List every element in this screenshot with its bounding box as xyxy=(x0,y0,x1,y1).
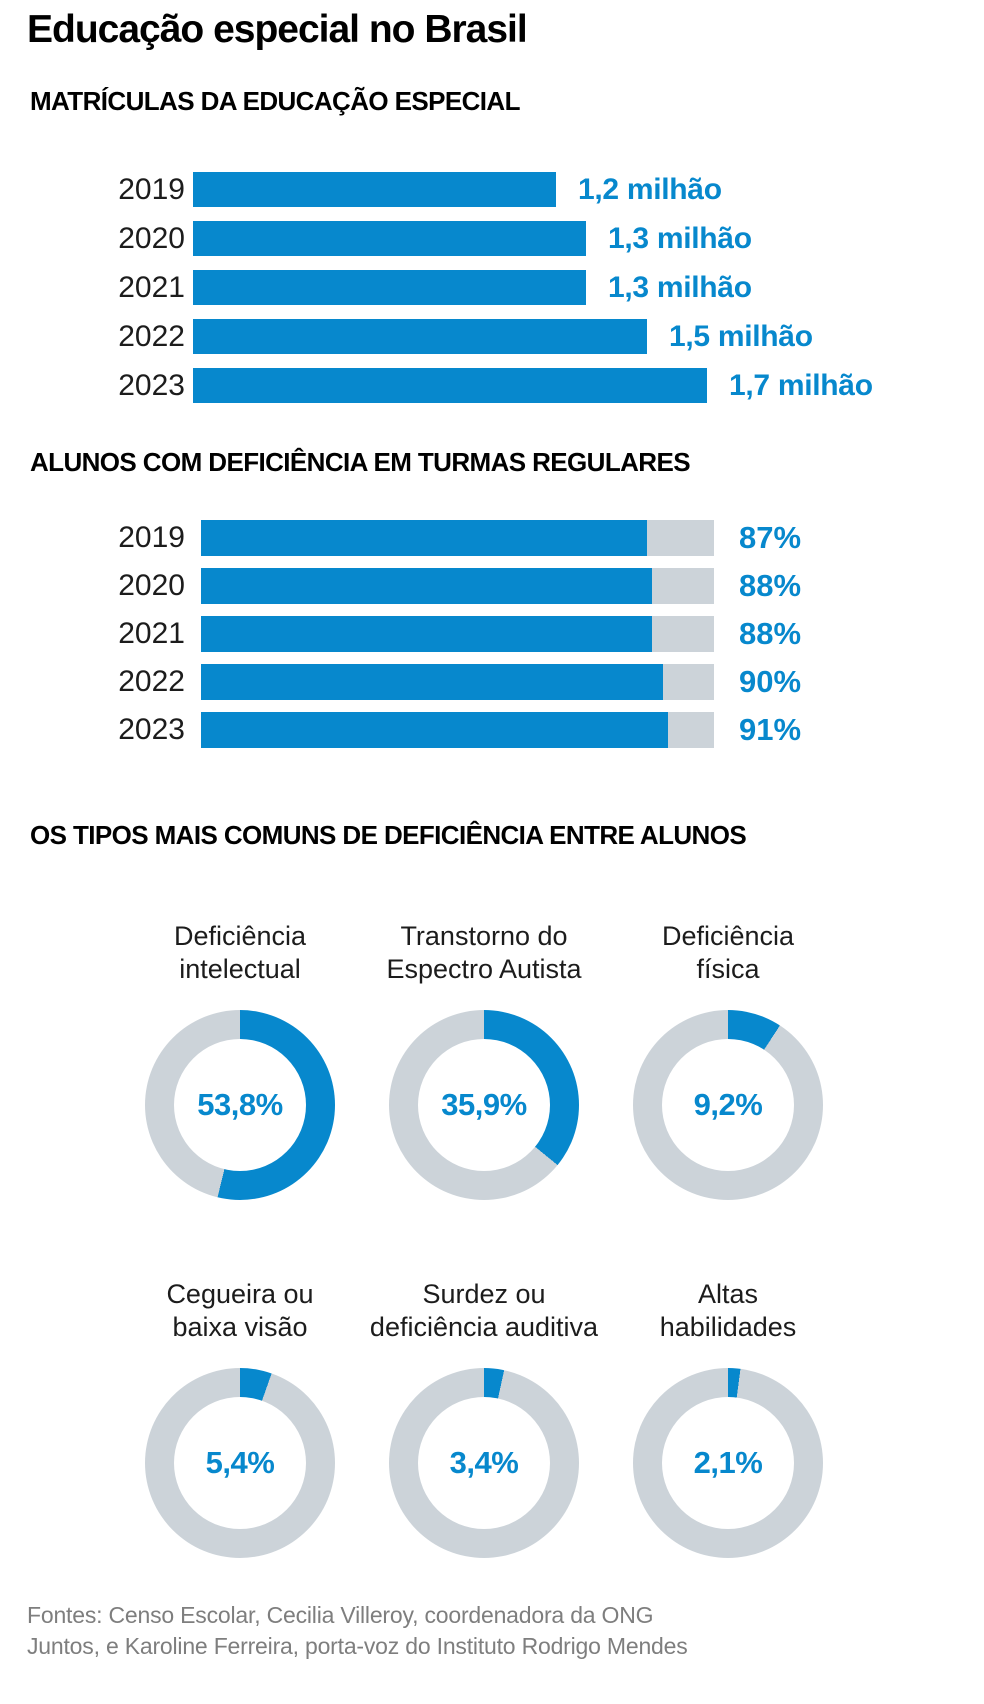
year-label: 2023 xyxy=(118,713,185,746)
percent-fill xyxy=(201,712,668,748)
enrollment-bar-row: 2020 1,3 milhão xyxy=(0,221,984,256)
inclusion-bar-row: 2019 87% xyxy=(0,520,984,556)
enrollment-bar-chart: 2019 1,2 milhão 2020 1,3 milhão 2021 1,3… xyxy=(0,172,984,403)
percent-fill xyxy=(201,520,648,556)
enrollment-value-label: 1,5 milhão xyxy=(669,319,813,353)
donut-hole: 9,2% xyxy=(662,1039,794,1171)
percent-fill xyxy=(201,616,653,652)
enrollment-bar-row: 2021 1,3 milhão xyxy=(0,270,984,305)
donut-label-line-2: intelectual xyxy=(179,954,301,984)
inclusion-bar-row: 2020 88% xyxy=(0,568,984,604)
donut-hole: 2,1% xyxy=(662,1397,794,1529)
donut-ring: 2,1% xyxy=(633,1368,823,1558)
year-label: 2019 xyxy=(118,172,185,206)
donut-ring: 35,9% xyxy=(389,1010,579,1200)
donut-label-line-1: Cegueira ou xyxy=(166,1279,314,1309)
donut-cell: Cegueira ou baixa visão 5,4% xyxy=(118,1278,362,1558)
inclusion-percent-bar-chart: 2019 87% 2020 88% 2021 88% 2022 90% 2023… xyxy=(0,520,984,748)
enrollment-bar-row: 2022 1,5 milhão xyxy=(0,319,984,354)
percent-track xyxy=(201,664,714,700)
percent-track xyxy=(201,568,714,604)
donut-hole: 5,4% xyxy=(174,1397,306,1529)
donut-ring: 53,8% xyxy=(145,1010,335,1200)
donut-percent-value: 5,4% xyxy=(205,1445,275,1480)
percent-track xyxy=(201,616,714,652)
donut-ring: 9,2% xyxy=(633,1010,823,1200)
donut-label-line-2: deficiência auditiva xyxy=(369,1312,599,1342)
sources-footer: Fontes: Censo Escolar, Cecilia Villeroy,… xyxy=(27,1600,984,1662)
enrollment-bar xyxy=(193,172,556,207)
year-label: 2022 xyxy=(118,665,185,698)
donut-label-line-1: Altas xyxy=(697,1279,758,1309)
inclusion-bar-row: 2023 91% xyxy=(0,712,984,748)
donut-label-line-2: habilidades xyxy=(659,1312,797,1342)
donut-category-label: Surdez ou deficiência auditiva xyxy=(370,1278,598,1344)
donut-cell: Deficiência intelectual 53,8% xyxy=(118,920,362,1200)
donut-ring: 3,4% xyxy=(389,1368,579,1558)
donut-label-line-2: Espectro Autista xyxy=(386,954,582,984)
enrollment-value-label: 1,7 milhão xyxy=(729,368,873,402)
section-title-tipos-deficiencia: OS TIPOS MAIS COMUNS DE DEFICIÊNCIA ENTR… xyxy=(30,820,747,850)
donut-label-line-2: baixa visão xyxy=(172,1312,308,1342)
enrollment-bar xyxy=(193,270,586,305)
percent-track xyxy=(201,712,714,748)
donut-hole: 53,8% xyxy=(174,1039,306,1171)
donut-category-label: Deficiência física xyxy=(662,920,794,986)
enrollment-value-label: 1,3 milhão xyxy=(608,270,752,304)
enrollment-bar-row: 2023 1,7 milhão xyxy=(0,368,984,403)
donut-cell: Surdez ou deficiência auditiva 3,4% xyxy=(362,1278,606,1558)
sources-line-2: Juntos, e Karoline Ferreira, porta-voz d… xyxy=(27,1633,688,1659)
donut-cell: Altas habilidades 2,1% xyxy=(606,1278,850,1558)
section-title-turmas-regulares: ALUNOS COM DEFICIÊNCIA EM TURMAS REGULAR… xyxy=(30,447,691,477)
donut-label-line-1: Transtorno do xyxy=(400,921,568,951)
donut-category-label: Deficiência intelectual xyxy=(174,920,306,986)
section-title-matriculas: MATRÍCULAS DA EDUCAÇÃO ESPECIAL xyxy=(30,86,520,116)
year-label: 2019 xyxy=(118,521,185,554)
donut-percent-value: 35,9% xyxy=(441,1087,527,1122)
year-label: 2020 xyxy=(118,569,185,602)
enrollment-bar xyxy=(193,221,586,256)
donut-category-label: Transtorno do Espectro Autista xyxy=(386,920,581,986)
enrollment-value-label: 1,3 milhão xyxy=(608,221,752,255)
donut-hole: 3,4% xyxy=(418,1397,550,1529)
donut-percent-value: 9,2% xyxy=(693,1087,763,1122)
percent-value-label: 87% xyxy=(739,520,802,555)
donut-label-line-1: Surdez ou xyxy=(422,1279,546,1309)
donut-label-line-1: Deficiência xyxy=(661,921,795,951)
donut-category-label: Cegueira ou baixa visão xyxy=(166,1278,313,1344)
enrollment-bar-row: 2019 1,2 milhão xyxy=(0,172,984,207)
percent-track xyxy=(201,520,714,556)
sources-line-1: Fontes: Censo Escolar, Cecilia Villeroy,… xyxy=(27,1602,654,1628)
year-label: 2020 xyxy=(118,221,185,255)
donut-percent-value: 53,8% xyxy=(197,1087,283,1122)
donut-cell: Transtorno do Espectro Autista 35,9% xyxy=(362,920,606,1200)
enrollment-bar xyxy=(193,319,647,354)
percent-value-label: 90% xyxy=(739,664,802,699)
enrollment-value-label: 1,2 milhão xyxy=(578,172,722,206)
percent-fill xyxy=(201,664,663,700)
year-label: 2022 xyxy=(118,319,185,353)
donut-percent-value: 2,1% xyxy=(693,1445,763,1480)
year-label: 2021 xyxy=(118,617,185,650)
year-label: 2023 xyxy=(118,368,185,402)
page-title: Educação especial no Brasil xyxy=(27,8,528,51)
enrollment-bar xyxy=(193,368,707,403)
donut-category-label: Altas habilidades xyxy=(660,1278,797,1344)
inclusion-bar-row: 2021 88% xyxy=(0,616,984,652)
donut-percent-value: 3,4% xyxy=(449,1445,519,1480)
inclusion-bar-row: 2022 90% xyxy=(0,664,984,700)
donut-hole: 35,9% xyxy=(418,1039,550,1171)
percent-value-label: 91% xyxy=(739,712,802,747)
percent-value-label: 88% xyxy=(739,616,802,651)
percent-value-label: 88% xyxy=(739,568,802,603)
donut-cell: Deficiência física 9,2% xyxy=(606,920,850,1200)
donut-ring: 5,4% xyxy=(145,1368,335,1558)
donut-label-line-1: Deficiência xyxy=(173,921,307,951)
percent-fill xyxy=(201,568,653,604)
disability-donut-grid: Deficiência intelectual 53,8% Transtorno… xyxy=(118,920,984,1558)
donut-label-line-2: física xyxy=(696,954,760,984)
year-label: 2021 xyxy=(118,270,185,304)
